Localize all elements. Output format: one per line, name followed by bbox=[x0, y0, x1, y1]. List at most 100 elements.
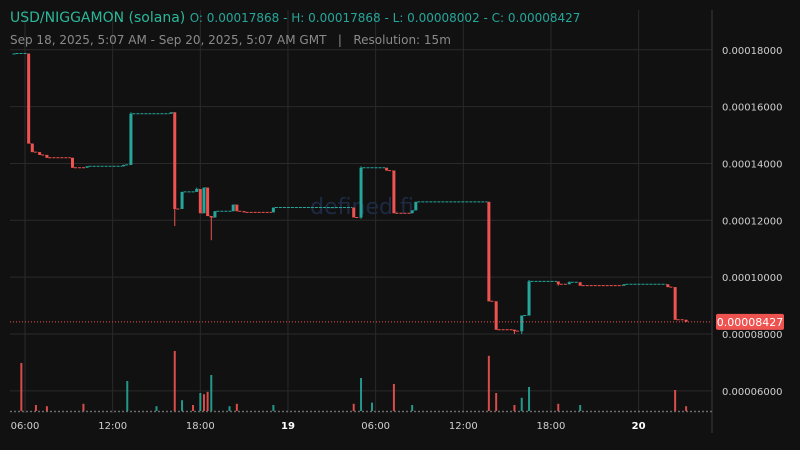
x-tick-label: 06:00 bbox=[11, 421, 40, 432]
candle-body[interactable] bbox=[173, 112, 177, 209]
candle-body[interactable] bbox=[30, 143, 34, 153]
candle-body[interactable] bbox=[70, 157, 74, 168]
volume-bar bbox=[528, 387, 531, 411]
candle-body[interactable] bbox=[198, 189, 202, 214]
candle-body[interactable] bbox=[414, 201, 418, 211]
candle-body[interactable] bbox=[622, 284, 626, 286]
x-axis: 06:00 12:00 18:00 19 06:00 12:00 18:00 20 bbox=[11, 421, 646, 432]
volume-bar bbox=[173, 351, 176, 411]
candle-body[interactable] bbox=[567, 282, 571, 285]
volume-bar bbox=[487, 355, 490, 411]
candle-body[interactable] bbox=[359, 167, 363, 218]
candle-body[interactable] bbox=[12, 53, 16, 55]
candle-body[interactable] bbox=[410, 210, 414, 214]
chart-grid bbox=[10, 10, 713, 433]
candle-body[interactable] bbox=[129, 113, 133, 165]
candle-body[interactable] bbox=[213, 211, 217, 218]
candle-body[interactable] bbox=[209, 216, 213, 218]
candle-body[interactable] bbox=[169, 112, 173, 114]
volume-bar bbox=[206, 391, 209, 411]
volume-bar bbox=[495, 393, 498, 411]
y-tick-label: 0.00018000 bbox=[722, 46, 782, 57]
y-tick-label: 0.00012000 bbox=[722, 216, 782, 227]
x-tick-label: 12:00 bbox=[449, 421, 478, 432]
candle-body[interactable] bbox=[385, 167, 389, 171]
candle-body[interactable] bbox=[520, 315, 524, 332]
y-tick-label: 0.00008000 bbox=[722, 330, 782, 341]
volume-bar bbox=[202, 394, 205, 411]
volume-bar bbox=[579, 405, 582, 411]
time-range: Sep 18, 2025, 5:07 AM - Sep 20, 2025, 5:… bbox=[10, 33, 327, 47]
candle-body[interactable] bbox=[45, 154, 49, 158]
volume-bar bbox=[557, 403, 560, 411]
candle-body[interactable] bbox=[195, 189, 199, 192]
y-tick-label: 0.00016000 bbox=[722, 103, 782, 114]
candle-body[interactable] bbox=[578, 282, 582, 286]
candle-body[interactable] bbox=[494, 301, 498, 330]
volume-bar bbox=[520, 397, 523, 411]
volume-bars bbox=[10, 351, 712, 413]
candle-body[interactable] bbox=[27, 53, 31, 144]
candle-body[interactable] bbox=[527, 281, 531, 316]
volume-bar bbox=[45, 406, 48, 411]
y-axis: 0.00018000 0.00016000 0.00014000 0.00012000… bbox=[722, 46, 782, 398]
x-tick-label: 12:00 bbox=[98, 421, 127, 432]
candle-body[interactable] bbox=[271, 207, 275, 213]
volume-bar bbox=[352, 403, 355, 411]
candle-body[interactable] bbox=[242, 211, 246, 213]
volume-bar bbox=[685, 406, 688, 411]
candle-body[interactable] bbox=[487, 201, 491, 302]
ohlc-readout: O: 0.00017868 - H: 0.00017868 - L: 0.000… bbox=[189, 11, 581, 25]
volume-bar bbox=[370, 402, 373, 411]
volume-bar bbox=[411, 405, 414, 411]
x-tick-label: 06:00 bbox=[361, 421, 390, 432]
last-price-tag-bg bbox=[716, 313, 784, 330]
resolution-label: Resolution: 15m bbox=[353, 33, 451, 47]
candle-body[interactable] bbox=[512, 329, 516, 332]
volume-bar bbox=[192, 405, 195, 411]
candle-body[interactable] bbox=[85, 166, 89, 168]
candle-body[interactable] bbox=[673, 287, 677, 320]
symbol-name[interactable]: USD/NIGGAMON (solana) bbox=[10, 10, 186, 26]
volume-bar bbox=[228, 406, 231, 411]
candle-body[interactable] bbox=[122, 164, 126, 167]
candle-body[interactable] bbox=[666, 284, 670, 288]
candle-body[interactable] bbox=[235, 204, 239, 212]
candle-body[interactable] bbox=[556, 281, 560, 285]
y-tick-label: 0.00006000 bbox=[722, 387, 782, 398]
chart-subheader: Sep 18, 2025, 5:07 AM - Sep 20, 2025, 5:… bbox=[10, 33, 451, 47]
volume-bar bbox=[34, 405, 37, 411]
x-tick-label: 18:00 bbox=[537, 421, 566, 432]
last-price-tag: 0.00008427 bbox=[716, 313, 784, 330]
volume-bar bbox=[272, 405, 275, 411]
last-price-tag-value: 0.00008427 bbox=[717, 316, 783, 329]
volume-bar bbox=[392, 384, 395, 411]
candle-body[interactable] bbox=[202, 187, 206, 214]
x-tick-label: 18:00 bbox=[186, 421, 215, 432]
volume-bar bbox=[210, 375, 213, 411]
volume-bar bbox=[20, 363, 23, 411]
candle-body[interactable] bbox=[38, 152, 42, 155]
volume-bar bbox=[674, 390, 677, 411]
volume-bar bbox=[360, 378, 363, 411]
candle-body[interactable] bbox=[206, 187, 210, 217]
candle-body[interactable] bbox=[352, 207, 356, 218]
candle-body[interactable] bbox=[180, 191, 184, 209]
candle-body[interactable] bbox=[392, 170, 396, 214]
x-tick-label: 20 bbox=[632, 421, 646, 432]
volume-bar bbox=[181, 400, 184, 411]
chart-header: USD/NIGGAMON (solana) O: 0.00017868 - H:… bbox=[10, 10, 580, 26]
candles[interactable] bbox=[12, 52, 688, 334]
y-tick-label: 0.00010000 bbox=[722, 273, 782, 284]
y-tick-label: 0.00014000 bbox=[722, 159, 782, 170]
volume-bar bbox=[126, 381, 129, 411]
volume-bar bbox=[199, 393, 202, 411]
candle-body[interactable] bbox=[684, 319, 688, 322]
candle-body[interactable] bbox=[231, 204, 235, 212]
volume-bar bbox=[82, 403, 85, 411]
volume-bar bbox=[155, 406, 158, 411]
volume-bar bbox=[513, 405, 516, 411]
volume-bar bbox=[235, 403, 238, 411]
x-tick-label: 19 bbox=[281, 421, 295, 432]
